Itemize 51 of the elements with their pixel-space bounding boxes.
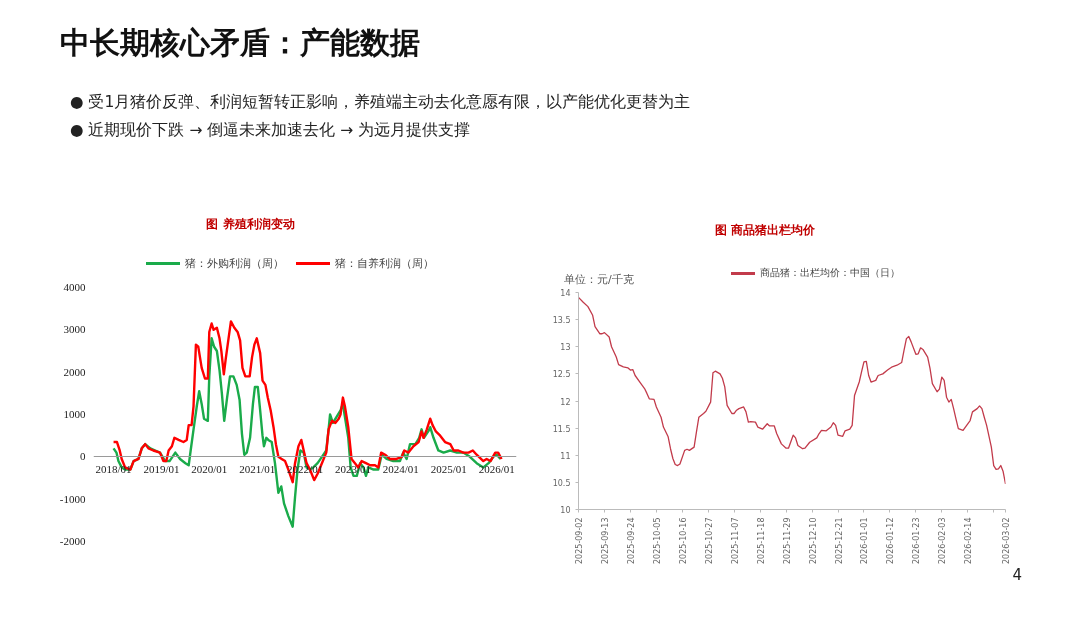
y-tick-label: 12.5 [552,370,571,380]
x-tick-label: 2025-09-24 [626,517,636,564]
x-tick-label: 2024/01 [382,462,419,475]
x-tick-label: 2026-01-12 [886,517,896,564]
x-tick-label: 2025/01 [430,462,467,475]
x-tick-label: 2018/01 [95,462,132,475]
x-tick-label: 2025-11-29 [782,517,792,564]
x-tick-label: 2025-09-02 [575,517,584,564]
y-tick-label: 1000 [63,408,86,420]
legend-label: 猪：自养利润（周） [334,256,434,272]
legend-label: 商品猪：出栏均价：中国（日） [759,266,900,280]
y-tick-label: 12 [560,397,571,407]
y-tick-label: 2000 [63,365,86,378]
x-tick-label: 2026-01-01 [860,517,870,564]
y-tick-label: 0 [80,450,86,463]
y-tick-label: 13.5 [552,316,571,326]
x-tick-label: 2025-11-18 [756,517,766,564]
y-tick-label: 3000 [63,323,86,336]
y-tick-label: -2000 [59,535,86,547]
x-tick-label: 2020/01 [191,462,228,475]
chart-title: 图 商品猪出栏均价 [713,222,817,239]
text: 中长期核心矛盾：产能数据 [60,24,420,62]
y-tick-label: 13 [560,343,571,353]
x-tick-label: 2021/01 [239,462,276,475]
x-tick-label: 2025-11-07 [730,517,740,564]
y-axis-title: 单位：元/千克 [564,272,634,288]
text: ● 近期现价下跌 → 倒逼未来加速去化 → 为远月提供支撑 [70,120,472,141]
x-tick-label: 2025-10-05 [652,517,662,564]
x-tick-label: 2025-10-27 [704,517,714,564]
line-series [578,296,1006,485]
x-tick-label: 2026/01 [478,462,515,475]
x-tick-label: 2019/01 [143,462,180,475]
chart-title: 图 养殖利润变动 [205,216,296,233]
y-tick-label: 10 [560,506,571,515]
x-tick-label: 2025-12-21 [834,517,844,564]
y-tick-label: 14 [560,289,571,298]
y-tick-label: -1000 [59,492,86,505]
y-tick-label: 4000 [63,281,86,293]
y-tick-label: 11.5 [552,424,571,434]
x-tick-label: 2025-12-10 [808,517,818,564]
text: 4 [1011,566,1022,584]
x-tick-label: 2026-02-03 [938,517,948,564]
y-tick-label: 11 [560,451,571,461]
legend-label: 猪：外购利润（周） [184,256,284,272]
x-tick-label: 2025-09-13 [600,517,610,564]
x-tick-label: 2026-01-23 [912,517,922,564]
x-tick-label: 2025-10-16 [678,517,688,564]
x-tick-label: 2026-03-02 [1002,517,1011,564]
x-tick-label: 2026-02-14 [964,517,974,564]
text: ● 受1月猪价反弹、利润短暂转正影响，养殖端主动去化意愿有限，以产能优化更替为主 [70,92,691,113]
y-tick-label: 10.5 [552,478,571,488]
